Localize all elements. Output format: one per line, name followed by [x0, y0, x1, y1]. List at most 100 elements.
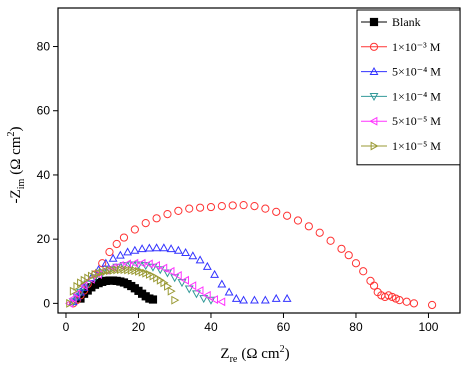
- data-point: [188, 251, 198, 260]
- x-tick-label: 40: [204, 320, 218, 334]
- data-point: [141, 219, 150, 228]
- data-point: [174, 206, 183, 216]
- legend-marker: [370, 141, 379, 151]
- data-point: [83, 280, 93, 289]
- data-point: [123, 247, 133, 256]
- x-axis-label: Zre (Ω cm2): [220, 344, 289, 365]
- x-tick-label: 0: [63, 320, 70, 334]
- data-point: [217, 201, 226, 211]
- data-point: [159, 263, 168, 273]
- data-point: [130, 245, 140, 254]
- data-point: [137, 244, 147, 253]
- data-point: [326, 236, 335, 245]
- data-point: [115, 250, 125, 259]
- x-tick-label: 20: [132, 320, 146, 334]
- data-point: [217, 297, 226, 307]
- legend-label: 1×10⁻⁴ M: [392, 89, 441, 103]
- data-point: [119, 262, 129, 271]
- data-point: [155, 266, 165, 275]
- y-tick-label: 0: [43, 296, 50, 310]
- y-label-sub: im: [16, 179, 27, 190]
- data-point: [148, 295, 158, 304]
- y-label-sup: 2: [6, 132, 17, 137]
- data-point: [170, 274, 180, 283]
- data-point: [171, 295, 180, 305]
- data-point: [181, 248, 191, 257]
- data-point: [134, 261, 143, 270]
- x-label-sub: re: [230, 354, 238, 365]
- data-point: [427, 300, 437, 310]
- data-point: [177, 279, 187, 288]
- x-label-end: ): [285, 346, 290, 362]
- data-point: [206, 202, 216, 212]
- y-tick-label: 60: [37, 104, 51, 118]
- data-point: [137, 258, 146, 268]
- data-point: [231, 293, 241, 302]
- data-point: [202, 290, 211, 300]
- data-point: [272, 207, 281, 216]
- data-point: [359, 267, 368, 276]
- data-point: [163, 269, 172, 278]
- data-point: [188, 281, 197, 291]
- data-point: [388, 292, 397, 302]
- data-point: [72, 289, 81, 299]
- y-tick-label: 40: [37, 168, 51, 182]
- data-point: [224, 287, 234, 296]
- legend-label: Blank: [392, 15, 421, 29]
- data-point: [166, 266, 175, 276]
- data-point: [180, 275, 189, 285]
- data-point: [210, 269, 220, 278]
- data-point: [119, 233, 129, 242]
- data-point: [282, 211, 292, 220]
- data-point: [209, 295, 218, 304]
- data-point: [126, 261, 136, 270]
- data-point: [344, 251, 353, 260]
- y-axis-label: -Zim (Ω cm2): [6, 127, 27, 204]
- data-point: [166, 244, 176, 253]
- data-point: [112, 239, 121, 249]
- data-point: [122, 259, 131, 269]
- data-point: [144, 243, 154, 252]
- data-point: [337, 244, 346, 253]
- data-point: [163, 210, 172, 219]
- data-point: [173, 245, 183, 254]
- data-point: [195, 286, 204, 295]
- data-point: [384, 291, 393, 300]
- data-point: [217, 279, 227, 288]
- y-tick-label: 20: [37, 232, 51, 246]
- data-point: [130, 225, 139, 234]
- data-point: [151, 261, 160, 270]
- data-point: [315, 228, 324, 237]
- data-point: [260, 295, 270, 304]
- data-point: [152, 243, 162, 252]
- y-label-main: -Z: [8, 189, 24, 203]
- data-point: [282, 293, 292, 302]
- data-point: [250, 201, 259, 211]
- legend-marker: [369, 17, 379, 27]
- data-point: [391, 294, 400, 303]
- data-point: [409, 299, 419, 308]
- data-point: [304, 222, 313, 231]
- x-label-unit: (Ω cm: [241, 346, 280, 362]
- legend-marker: [369, 93, 379, 102]
- data-point: [105, 247, 114, 257]
- legend-marker: [369, 42, 379, 51]
- y-tick-label: 80: [37, 40, 51, 54]
- x-tick-label: 80: [349, 320, 363, 334]
- legend-label: 5×10⁻⁵ M: [392, 114, 441, 128]
- x-label-sup: 2: [280, 344, 285, 355]
- data-point: [76, 288, 85, 297]
- data-point: [68, 294, 77, 304]
- x-tick-label: 60: [277, 320, 291, 334]
- data-point: [228, 201, 237, 210]
- data-point: [202, 261, 212, 270]
- data-point: [108, 253, 118, 262]
- x-label-main: Z: [220, 346, 229, 362]
- data-point: [369, 281, 379, 290]
- legend-box: [356, 9, 461, 166]
- data-point: [152, 214, 161, 223]
- data-point: [239, 201, 248, 210]
- data-point: [261, 204, 270, 213]
- data-point: [144, 259, 153, 269]
